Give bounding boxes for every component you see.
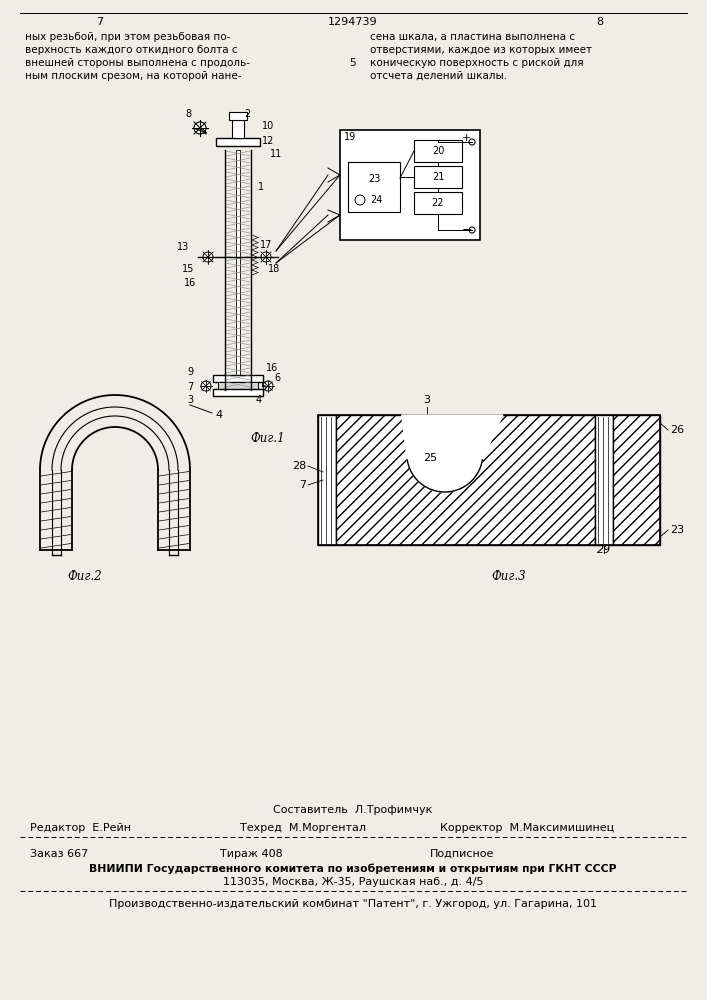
Polygon shape [402,415,503,492]
Text: отсчета делений шкалы.: отсчета делений шкалы. [370,71,507,81]
Text: 5: 5 [260,382,267,392]
Bar [213,375,263,382]
Text: Корректор  М.Максимишинец: Корректор М.Максимишинец [440,823,614,833]
Text: 4: 4 [215,410,222,420]
Text: ВНИИПИ Государственного комитета по изобретениям и открытиям при ГКНТ СССР: ВНИИПИ Государственного комитета по изоб… [89,863,617,874]
Text: 8: 8 [185,109,191,119]
Text: 24: 24 [370,195,382,205]
Bar [232,120,244,138]
Bar [318,415,336,545]
Text: 17: 17 [260,240,272,250]
Text: 1: 1 [258,182,264,192]
Text: ным плоским срезом, на которой нане-: ным плоским срезом, на которой нане- [25,71,242,81]
Text: −: − [462,224,472,236]
Bar [229,112,247,120]
Circle shape [201,381,211,391]
Bar [414,166,462,188]
Text: Редактор  Е.Рейн: Редактор Е.Рейн [30,823,131,833]
Text: 8: 8 [597,17,604,27]
Text: 15: 15 [182,264,194,274]
Bar [236,150,240,390]
Text: Составитель  Л.Трофимчук: Составитель Л.Трофимчук [274,805,433,815]
Text: 23: 23 [368,174,380,184]
Circle shape [261,252,271,262]
Bar [218,382,258,389]
Text: 16: 16 [266,363,279,373]
Text: 7: 7 [299,480,306,490]
Text: 19: 19 [344,132,356,142]
Text: 28: 28 [292,461,306,471]
Text: 7: 7 [187,382,193,392]
Text: Подписное: Подписное [430,849,494,859]
Text: 20: 20 [432,146,444,156]
Text: Фuг.1: Фuг.1 [251,432,286,445]
Text: 29: 29 [597,545,611,555]
Bar [414,192,462,214]
Bar [613,415,660,545]
Text: 22: 22 [432,198,444,208]
Text: 113035, Москва, Ж-35, Раушская наб., д. 4/5: 113035, Москва, Ж-35, Раушская наб., д. … [223,877,484,887]
Text: 21: 21 [432,172,444,182]
Text: 11: 11 [270,149,282,159]
Bar [414,140,462,162]
Bar [595,415,613,545]
Text: сена шкала, а пластина выполнена с: сена шкала, а пластина выполнена с [370,32,575,42]
Text: ных резьбой, при этом резьбовая по-: ных резьбой, при этом резьбовая по- [25,32,230,42]
Bar [348,162,400,212]
Text: Фuг.3: Фuг.3 [491,570,526,583]
Text: +: + [462,133,475,143]
Text: 1294739: 1294739 [328,17,378,27]
Circle shape [263,381,273,391]
Bar [340,130,480,240]
Text: Тираж 408: Тираж 408 [220,849,283,859]
Bar [213,389,263,396]
Bar [216,138,260,146]
Bar [336,415,595,545]
Text: 3: 3 [423,395,430,405]
Text: 18: 18 [268,264,280,274]
Text: 16: 16 [184,278,196,288]
Text: 12: 12 [262,136,274,146]
Circle shape [194,122,206,134]
Text: верхность каждого откидного болта с: верхность каждого откидного болта с [25,45,238,55]
Text: 23: 23 [670,525,684,535]
Text: 13: 13 [177,242,189,252]
Text: Заказ 667: Заказ 667 [30,849,88,859]
Text: отверстиями, каждое из которых имеет: отверстиями, каждое из которых имеет [370,45,592,55]
Circle shape [469,227,475,233]
Text: 9: 9 [187,367,193,377]
Text: 4: 4 [256,395,262,405]
Text: внешней стороны выполнена с продоль-: внешней стороны выполнена с продоль- [25,58,250,68]
Text: 6: 6 [274,373,280,383]
Text: 2: 2 [244,109,250,119]
Circle shape [469,139,475,145]
Text: коническую поверхность с риской для: коническую поверхность с риской для [370,58,583,68]
Text: Техред  М.Моргентал: Техред М.Моргентал [240,823,366,833]
Circle shape [203,252,213,262]
Text: Производственно-издательский комбинат "Патент", г. Ужгород, ул. Гагарина, 101: Производственно-издательский комбинат "П… [109,899,597,909]
Bar [318,415,660,545]
Text: 5: 5 [350,58,356,68]
Text: 3: 3 [187,395,193,405]
Text: 25: 25 [423,453,437,463]
Text: 10: 10 [262,121,274,131]
Text: 7: 7 [96,17,103,27]
Text: 26: 26 [670,425,684,435]
Text: Фuг.2: Фuг.2 [68,570,103,583]
Circle shape [355,195,365,205]
